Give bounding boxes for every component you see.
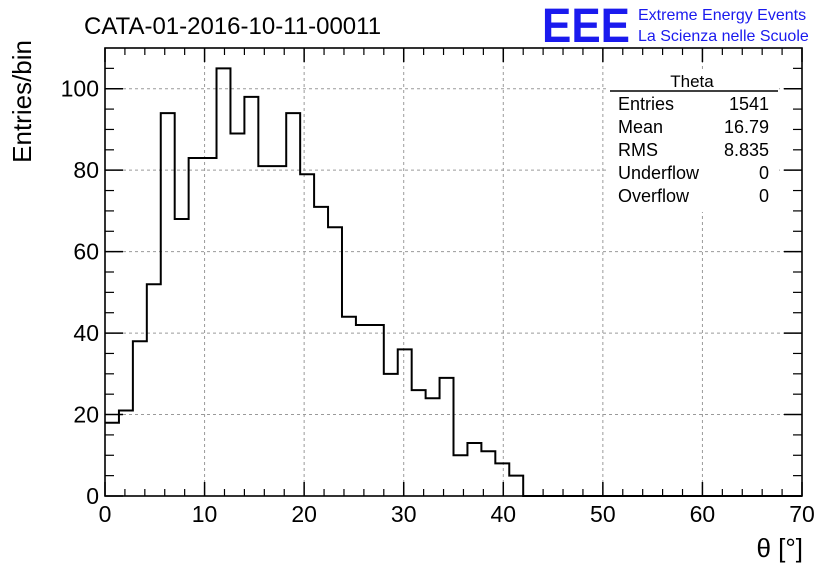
stats-row-label: Overflow: [618, 186, 690, 206]
x-tick-label: 40: [490, 501, 516, 527]
y-tick-label: 60: [73, 239, 99, 265]
x-tick-label: 20: [291, 501, 317, 527]
y-tick-label: 100: [61, 76, 99, 102]
stats-row-label: Mean: [618, 117, 663, 137]
stats-row-value: 8.835: [724, 140, 769, 160]
axis-ticks: [104, 48, 803, 497]
histogram-line: [105, 67, 802, 497]
stats-box: Theta Entries 1541 Mean 16.79 RMS 8.835 Underf…: [609, 72, 779, 212]
x-tick-label: 0: [99, 501, 112, 527]
tick-labels: 0 10 20 30 40 50 60 70 0 20 40 60 80 100: [61, 76, 815, 527]
stats-name: Theta: [670, 72, 714, 91]
stats-row-value: 0: [759, 186, 769, 206]
stats-row-label: Entries: [618, 94, 674, 114]
stats-row-value: 0: [759, 163, 769, 183]
x-tick-label: 50: [590, 501, 616, 527]
stats-row-value: 16.79: [724, 117, 769, 137]
stats-row-label: Underflow: [618, 163, 700, 183]
stats-row-value: 1541: [729, 94, 769, 114]
x-tick-label: 30: [391, 501, 417, 527]
y-tick-label: 0: [86, 483, 99, 509]
x-tick-label: 70: [789, 501, 815, 527]
y-axis-label: Entries/bin: [7, 40, 37, 163]
x-tick-label: 60: [690, 501, 716, 527]
chart-title: CATA-01-2016-10-11-00011: [84, 13, 381, 40]
y-tick-label: 80: [73, 157, 99, 183]
eee-logo-mark: EEE: [542, 0, 630, 53]
y-tick-label: 40: [73, 320, 99, 346]
x-axis-label: θ [°]: [756, 533, 803, 563]
eee-logo: EEE Extreme Energy Events La Scienza nel…: [542, 0, 809, 53]
x-tick-label: 10: [192, 501, 218, 527]
eee-logo-line1: Extreme Energy Events: [638, 7, 806, 24]
y-tick-label: 20: [73, 402, 99, 428]
stats-row-label: RMS: [618, 140, 658, 160]
eee-logo-line2: La Scienza nelle Scuole: [638, 28, 809, 45]
